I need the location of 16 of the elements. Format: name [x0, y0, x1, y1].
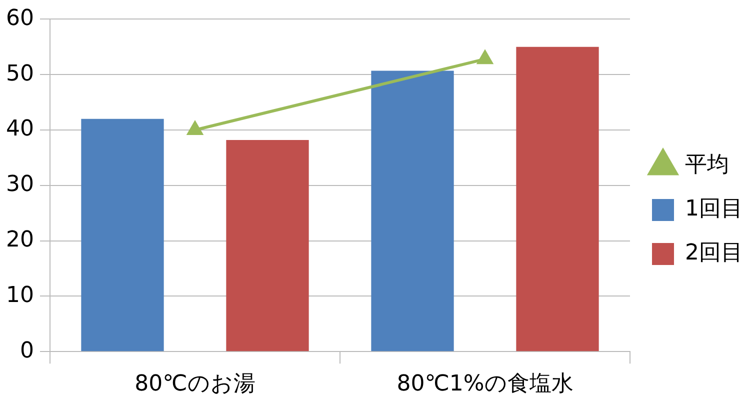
legend-label: 2回目 — [685, 240, 744, 266]
y-tick-label: 20 — [6, 228, 34, 253]
y-tick-label: 10 — [6, 282, 34, 308]
y-tick-label: 30 — [6, 172, 34, 198]
bar — [81, 118, 164, 352]
y-tick-label: 40 — [6, 116, 34, 142]
y-tick-label: 60 — [6, 6, 34, 31]
x-tick-label: 80℃1%の食塩水 — [396, 372, 574, 397]
x-tick-label: 80℃のお湯 — [134, 372, 256, 397]
legend-label: 1回目 — [685, 196, 744, 222]
y-tick-label: 0 — [20, 338, 34, 364]
bar — [516, 46, 599, 352]
legend-label: 平均 — [685, 152, 730, 178]
bar — [371, 70, 454, 352]
bar — [226, 140, 309, 352]
y-tick-label: 50 — [6, 61, 34, 86]
